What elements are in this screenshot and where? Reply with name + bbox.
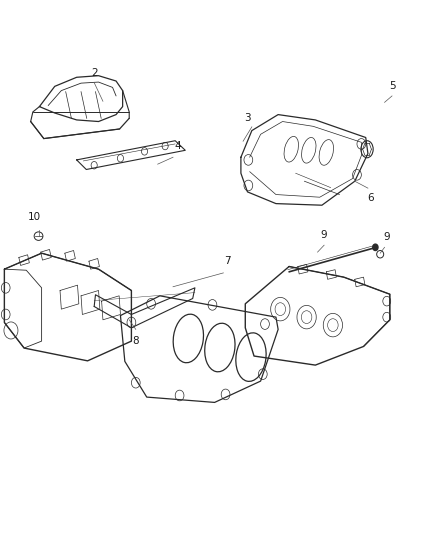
Text: 4: 4 [174,141,181,151]
Text: 2: 2 [91,68,98,78]
Text: 7: 7 [224,256,231,266]
Circle shape [373,244,378,251]
Text: 9: 9 [383,232,390,242]
Text: 10: 10 [28,212,41,222]
Text: 3: 3 [244,112,251,123]
Text: 9: 9 [321,230,328,240]
Text: 8: 8 [132,336,139,346]
Text: 6: 6 [367,193,374,204]
Text: 5: 5 [389,80,396,91]
